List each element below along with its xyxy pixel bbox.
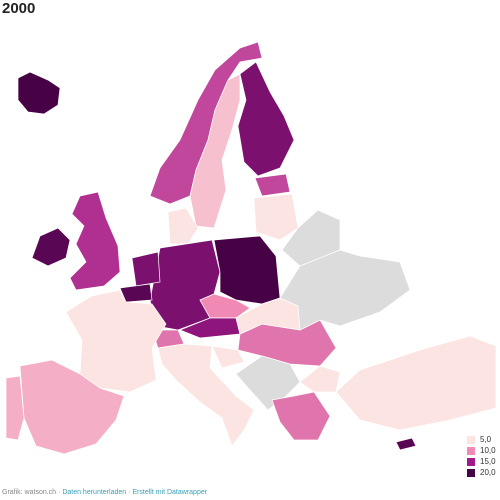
region: [335, 335, 497, 431]
source: Grafik: watson.ch: [2, 489, 56, 496]
map: [5, 41, 497, 455]
footer: Grafik: watson.ch · Daten herunterladen …: [2, 489, 208, 496]
legend-label: 10,0: [480, 446, 496, 455]
legend-label: 20,0: [480, 468, 496, 477]
region: [253, 193, 299, 241]
region: [167, 207, 199, 245]
region: [211, 345, 245, 369]
region: [299, 365, 341, 393]
separator: ·: [128, 489, 132, 496]
chart-title: 2000: [2, 0, 35, 17]
region: [213, 235, 281, 305]
region: [65, 289, 167, 393]
region: [31, 227, 71, 267]
legend-label: 5,0: [480, 435, 492, 444]
region: [69, 191, 121, 291]
region: [189, 73, 241, 229]
region: [131, 251, 161, 287]
region: [17, 71, 61, 115]
legend: 5,0 10,0 15,0 20,0: [467, 435, 496, 477]
download-link[interactable]: Daten herunterladen: [62, 489, 126, 496]
legend-swatch: [467, 447, 475, 455]
legend-swatch: [467, 469, 475, 477]
region: [5, 375, 25, 441]
region: [19, 359, 125, 455]
legend-swatch: [467, 458, 475, 466]
separator: ·: [58, 489, 62, 496]
datawrapper-link[interactable]: Erstellt mit Datawrapper: [132, 489, 207, 496]
region: [237, 61, 295, 177]
legend-swatch: [467, 436, 475, 444]
region: [271, 391, 331, 441]
legend-label: 15,0: [480, 457, 496, 466]
region: [254, 173, 291, 197]
region: [395, 437, 417, 451]
region: [279, 249, 411, 331]
